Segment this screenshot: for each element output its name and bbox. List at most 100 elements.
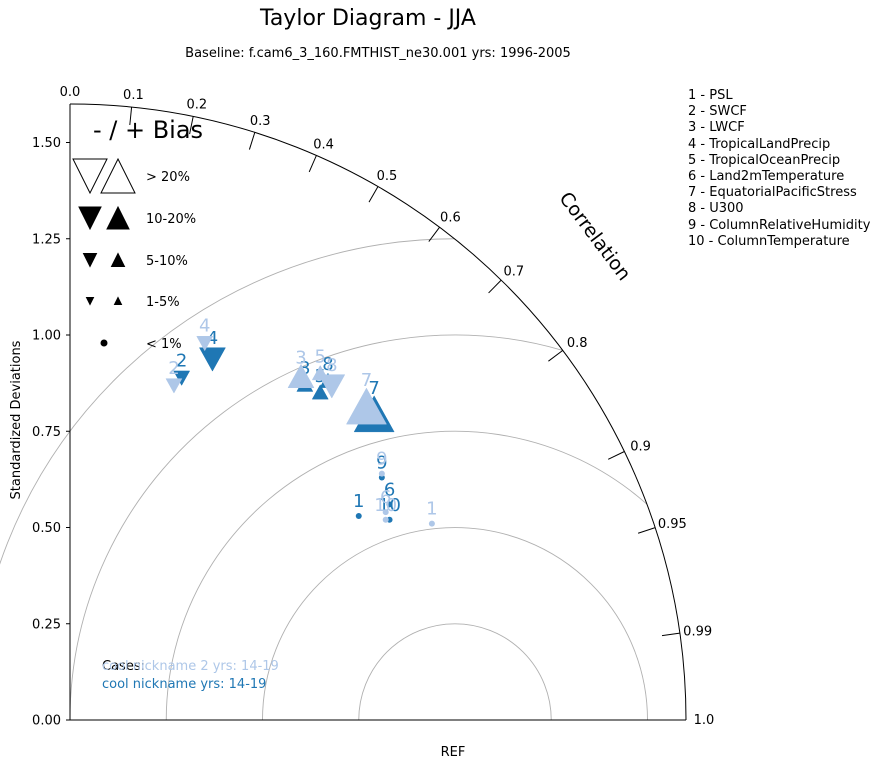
data-point-dot	[386, 501, 393, 508]
correlation-tick	[661, 632, 680, 637]
positive-bias-marker	[346, 387, 387, 425]
bias-legend-label: 1-5%	[146, 295, 180, 310]
correlation-tick	[548, 349, 564, 362]
bias-legend-title: - / + Bias	[93, 116, 203, 144]
negative-bias-marker	[165, 378, 183, 394]
variable-list-item: 8 - U300	[688, 201, 744, 217]
rms-circle	[262, 527, 648, 721]
data-point-label: 7	[368, 378, 379, 399]
correlation-tick-label: 0.2	[186, 98, 207, 113]
data-point-label: 9	[376, 452, 387, 473]
data-point-dot	[382, 516, 389, 523]
correlation-tick-label: 0.3	[250, 114, 271, 129]
variable-list-item: 1 - PSL	[688, 88, 733, 103]
bias-legend-dot	[100, 339, 108, 347]
correlation-tick	[129, 107, 133, 126]
cases-label: Cases:	[102, 659, 145, 674]
correlation-tick-label: 0.99	[683, 624, 712, 639]
chart-title: Taylor Diagram - JJA	[260, 6, 476, 31]
correlation-tick-label: 0.4	[313, 137, 334, 152]
variable-list: 1 - PSL 2 - SWCF 3 - LWCF 4 - TropicalLa…	[688, 88, 870, 250]
y-tick-label: 0.75	[32, 425, 61, 440]
correlation-tick-label: 0.8	[567, 336, 588, 351]
correlation-tick-label: 0.1	[123, 88, 144, 103]
data-point-label: 8	[326, 355, 337, 376]
data-point-dot	[355, 512, 362, 519]
correlation-tick-label: 0.6	[440, 211, 461, 226]
correlation-tick	[189, 116, 194, 135]
data-point-label: 6	[380, 487, 391, 508]
data-point-label: 1	[353, 491, 364, 512]
data-point-dot	[382, 509, 389, 516]
variable-list-item: 10 - ColumnTemperature	[688, 233, 850, 249]
positive-bias-marker	[287, 363, 315, 388]
negative-bias-marker	[196, 336, 214, 352]
correlation-tick-label: 0.9	[630, 439, 651, 454]
bias-legend-down-icon	[82, 253, 98, 268]
y-tick-label: 0.25	[32, 617, 61, 632]
y-axis-label: Standardized Deviations	[9, 340, 24, 499]
correlation-tick	[488, 279, 502, 294]
data-point-label: 2	[176, 350, 187, 371]
bias-legend-label: 5-10%	[146, 254, 188, 269]
x-axis-label: REF	[441, 745, 466, 760]
data-point-dot	[428, 520, 435, 527]
correlation-tick-label: 0.7	[503, 265, 524, 280]
y-tick-label: 1.25	[32, 232, 61, 247]
variable-list-item: 5 - TropicalOceanPrecip	[688, 152, 841, 168]
correlation-tick	[637, 527, 656, 534]
y-tick-label: 0.00	[32, 714, 61, 729]
variable-list-item: 4 - TropicalLandPrecip	[688, 136, 831, 152]
correlation-tick-label: 1.0	[694, 713, 715, 728]
correlation-tick	[428, 226, 441, 242]
data-point-label: 5	[315, 347, 326, 368]
negative-bias-marker	[318, 374, 346, 399]
data-point-label: 9	[376, 449, 387, 470]
rms-circle	[165, 430, 648, 721]
correlation-tick	[607, 451, 625, 460]
data-point-label: 10	[374, 495, 397, 516]
variable-list-item: 9 - ColumnRelativeHumidity	[688, 217, 871, 233]
correlation-tick	[248, 132, 256, 150]
case-name: cool nickname yrs: 14-19	[102, 677, 266, 692]
bias-legend-label: > 20%	[146, 170, 190, 185]
bias-legend-up-icon	[110, 252, 126, 267]
data-series: 1 2 3 4 5 6 7 8 9 10	[165, 316, 438, 527]
data-point-dot	[378, 470, 385, 477]
negative-bias-marker	[173, 370, 191, 386]
rms-circle	[358, 623, 552, 721]
data-point-label: 4	[199, 316, 210, 337]
bias-legend-down-icon	[78, 206, 102, 231]
bias-legend-label: < 1%	[146, 337, 182, 352]
data-point-label: 4	[207, 328, 218, 349]
correlation-tick-label: 0.95	[658, 517, 687, 532]
positive-bias-marker	[311, 384, 329, 400]
case-name: cool nickname 2 yrs: 14-19	[102, 659, 279, 674]
bias-legend-up-icon	[106, 205, 130, 230]
outer-arc	[69, 103, 687, 721]
data-point-label: 6	[384, 479, 395, 500]
chart-subtitle: Baseline: f.cam6_3_160.FMTHIST_ne30.001 …	[185, 46, 571, 61]
correlation-tick-label: 0.0	[60, 85, 81, 100]
variable-list-item: 6 - Land2mTemperature	[688, 169, 845, 185]
data-point-label: 7	[361, 370, 372, 391]
data-point-label: 8	[322, 354, 333, 375]
bias-legend-down-icon	[72, 158, 108, 195]
correlation-axis-label: Correlation	[554, 188, 635, 285]
rms-circle	[0, 238, 455, 565]
bias-legend-up-icon	[113, 296, 123, 305]
bias-legend-label: 10-20%	[146, 212, 196, 227]
correlation-tick	[308, 155, 317, 173]
data-point-label: 3	[299, 358, 310, 379]
variable-list-item: 7 - EquatorialPacificStress	[688, 185, 857, 201]
data-series: 1 2 3 4 5 6 7 8 9 10	[173, 328, 401, 523]
y-tick-label: 1.00	[32, 329, 61, 344]
bias-legend-down-icon	[85, 297, 95, 306]
y-tick-label: 1.50	[32, 136, 61, 151]
rms-circle	[69, 334, 563, 721]
variable-list-item: 2 - SWCF	[688, 104, 747, 120]
negative-bias-marker	[199, 347, 226, 372]
data-point-label: 2	[168, 358, 179, 379]
y-tick-label: 0.50	[32, 521, 61, 536]
